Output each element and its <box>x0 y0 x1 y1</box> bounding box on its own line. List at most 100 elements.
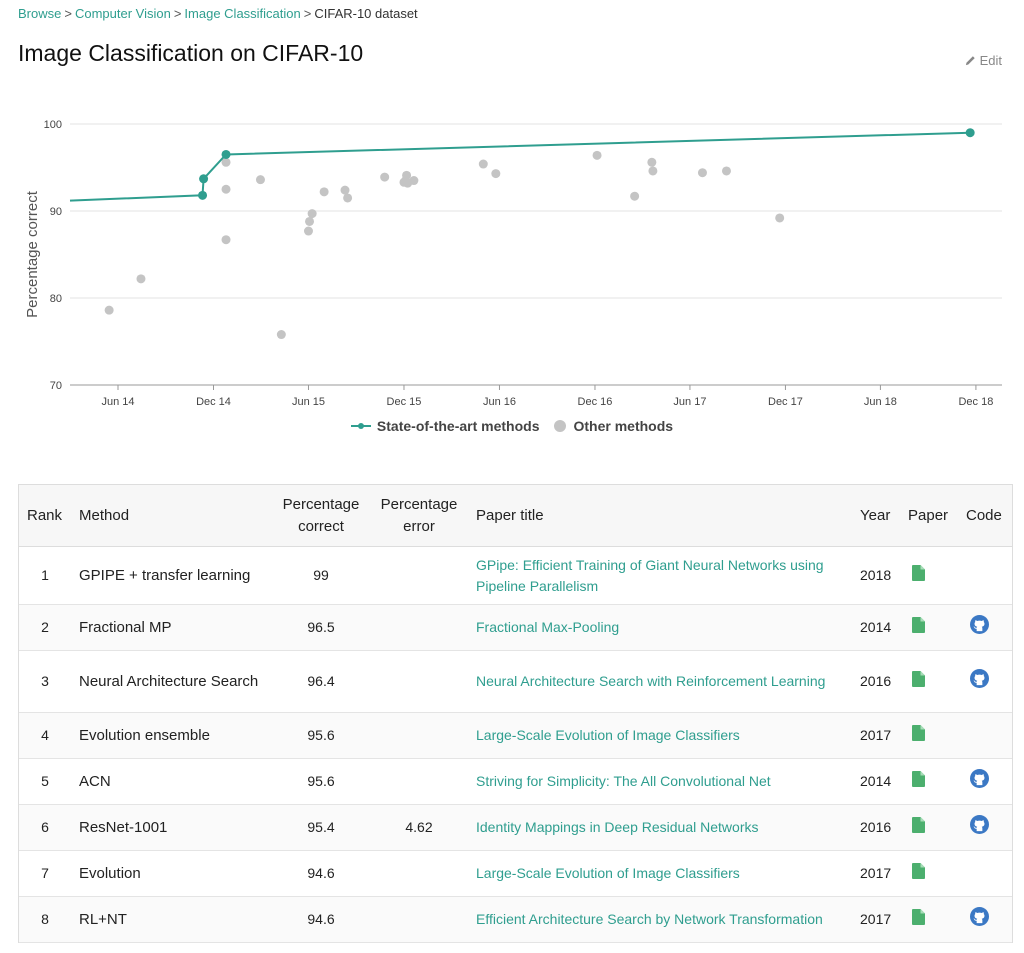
cell-percentage-error <box>370 604 468 651</box>
other-method-point <box>221 184 231 194</box>
x-tick-label: Jun 17 <box>673 396 706 408</box>
cell-paper-title: Fractional Max-Pooling <box>468 604 852 651</box>
cell-rank: 8 <box>19 896 71 943</box>
x-tick-label: Dec 18 <box>958 396 993 408</box>
cell-percentage-correct: 94.6 <box>272 896 370 943</box>
breadcrumb-link-computer-vision[interactable]: Computer Vision <box>74 6 171 21</box>
other-method-point <box>221 157 231 167</box>
other-method-point <box>307 209 317 219</box>
y-tick-label: 80 <box>50 293 62 305</box>
cell-method: ACN <box>71 758 272 805</box>
breadcrumb-link-image-classification[interactable]: Image Classification <box>184 6 301 21</box>
legend-item-other[interactable]: Other methods <box>553 418 673 434</box>
github-icon[interactable] <box>970 815 989 834</box>
cell-paper <box>900 650 958 713</box>
paper-icon[interactable] <box>912 724 925 741</box>
edit-label: Edit <box>979 53 1002 68</box>
table-row: 1 GPIPE + transfer learning 99 GPipe: Effic… <box>19 546 1012 605</box>
github-icon[interactable] <box>970 615 989 634</box>
other-method-point <box>380 172 390 182</box>
sota-point <box>221 149 231 159</box>
other-method-point <box>775 213 785 223</box>
other-method-point <box>305 216 315 226</box>
paper-icon[interactable] <box>912 816 925 833</box>
header-method[interactable]: Method <box>71 485 272 547</box>
x-tick-label: Dec 17 <box>768 396 803 408</box>
sota-line <box>69 131 971 202</box>
other-method-point <box>402 170 412 180</box>
paper-icon[interactable] <box>912 670 925 687</box>
paper-icon[interactable] <box>912 770 925 787</box>
paper-title-link[interactable]: Fractional Max-Pooling <box>476 619 620 635</box>
legend-item-sota[interactable]: State-of-the-art methods <box>350 418 539 434</box>
cell-percentage-correct: 99 <box>272 546 370 605</box>
header-percentage-error[interactable]: Percentage error <box>370 485 468 547</box>
paper-title-link[interactable]: Large-Scale Evolution of Image Classifie… <box>476 865 740 881</box>
paper-title-link[interactable]: Identity Mappings in Deep Residual Netwo… <box>476 819 759 835</box>
other-method-point <box>136 274 146 284</box>
other-method-point <box>647 157 657 167</box>
sota-point <box>198 190 208 200</box>
cell-code <box>958 546 1012 605</box>
header-percentage-correct[interactable]: Percentage correct <box>272 485 370 547</box>
cell-code <box>958 604 1012 651</box>
paper-title-link[interactable]: Striving for Simplicity: The All Convolu… <box>476 773 771 789</box>
x-tick-label: Dec 16 <box>578 396 613 408</box>
paper-icon[interactable] <box>912 616 925 633</box>
breadcrumb-link-browse[interactable]: Browse <box>18 6 62 21</box>
github-icon[interactable] <box>970 669 989 688</box>
x-tick-label: Dec 14 <box>196 396 231 408</box>
cell-percentage-error <box>370 896 468 943</box>
cell-code <box>958 712 1012 759</box>
github-icon[interactable] <box>970 769 989 788</box>
paper-title-link[interactable]: Neural Architecture Search with Reinforc… <box>476 673 826 689</box>
table-row: 8 RL+NT 94.6 Efficient Architecture Search … <box>19 896 1012 943</box>
header-rank[interactable]: Rank <box>19 485 71 547</box>
cell-paper-title: Large-Scale Evolution of Image Classifie… <box>468 850 852 897</box>
cell-percentage-correct: 96.4 <box>272 650 370 713</box>
legend-other-marker <box>554 420 567 432</box>
cell-method: ResNet-1001 <box>71 804 272 851</box>
breadcrumb: Browse > Computer Vision > Image Classificat… <box>18 6 418 21</box>
other-method-point <box>409 176 419 186</box>
breadcrumb-separator: > <box>173 6 182 21</box>
paper-icon[interactable] <box>912 862 925 879</box>
other-method-point <box>697 168 707 178</box>
sota-point <box>199 174 209 184</box>
header-paper-title[interactable]: Paper title <box>468 485 852 547</box>
cell-year: 2014 <box>852 758 900 805</box>
cell-method: Evolution <box>71 850 272 897</box>
github-icon[interactable] <box>970 907 989 926</box>
cell-method: Fractional MP <box>71 604 272 651</box>
other-method-point <box>648 166 658 176</box>
table-row: 4 Evolution ensemble 95.6 Large-Scale Evolu… <box>19 712 1012 759</box>
cell-percentage-error <box>370 712 468 759</box>
header-year[interactable]: Year <box>852 485 900 547</box>
cell-code <box>958 896 1012 943</box>
cell-percentage-correct: 95.6 <box>272 712 370 759</box>
cell-year: 2017 <box>852 850 900 897</box>
cell-percentage-correct: 95.4 <box>272 804 370 851</box>
cell-rank: 6 <box>19 804 71 851</box>
table-row: 7 Evolution 94.6 Large-Scale Evolution of I… <box>19 850 1012 897</box>
paper-title-link[interactable]: Large-Scale Evolution of Image Classifie… <box>476 727 740 743</box>
cell-code <box>958 804 1012 851</box>
paper-icon[interactable] <box>912 908 925 925</box>
other-method-point <box>340 185 350 195</box>
cell-paper <box>900 604 958 651</box>
paper-title-link[interactable]: GPipe: Efficient Training of Giant Neura… <box>476 556 824 594</box>
cell-paper <box>900 896 958 943</box>
sota-point <box>965 128 975 138</box>
cell-method: Neural Architecture Search <box>71 650 272 713</box>
cell-year: 2017 <box>852 896 900 943</box>
cell-code <box>958 758 1012 805</box>
legend-label-other: Other methods <box>573 418 674 434</box>
cell-paper-title: Identity Mappings in Deep Residual Netwo… <box>468 804 852 851</box>
paper-icon[interactable] <box>912 564 925 581</box>
table-row: 6 ResNet-1001 95.4 4.62 Identity Mappings in… <box>19 804 1012 851</box>
edit-button[interactable]: Edit <box>965 53 1002 68</box>
cell-method: RL+NT <box>71 896 272 943</box>
cell-paper-title: Efficient Architecture Search by Network… <box>468 896 852 943</box>
paper-title-link[interactable]: Efficient Architecture Search by Network… <box>476 911 823 927</box>
cell-paper-title: Neural Architecture Search with Reinforc… <box>468 650 852 713</box>
